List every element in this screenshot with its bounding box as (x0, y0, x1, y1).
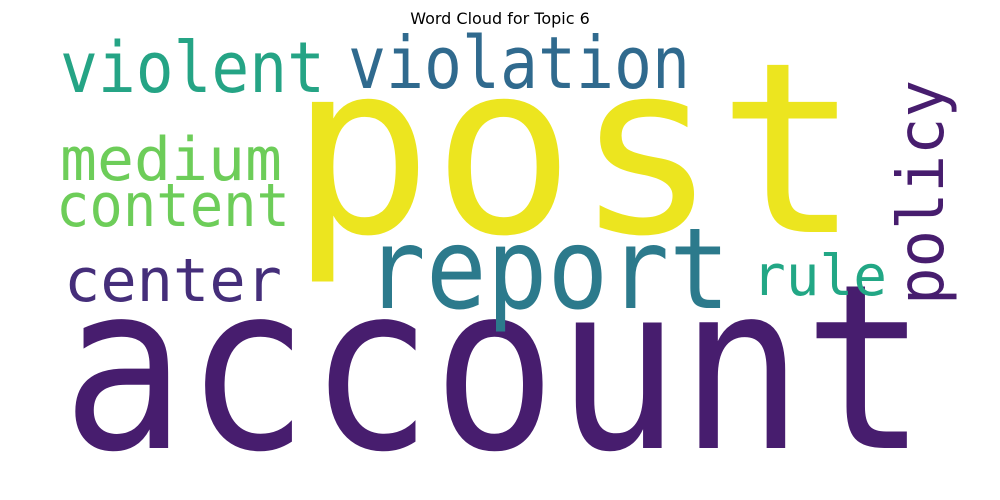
word-violent: violent (60, 27, 325, 109)
chart-title: Word Cloud for Topic 6 (410, 9, 590, 28)
word-medium: medium (60, 125, 282, 195)
word-content: content (56, 171, 290, 241)
word-report: report (365, 205, 730, 335)
word-policy: policy (885, 80, 959, 305)
word-account: account (62, 236, 927, 500)
word-center: center (64, 246, 282, 316)
word-rule: rule (752, 244, 887, 309)
word-violation: violation (348, 21, 690, 105)
word-post: post (290, 12, 860, 289)
